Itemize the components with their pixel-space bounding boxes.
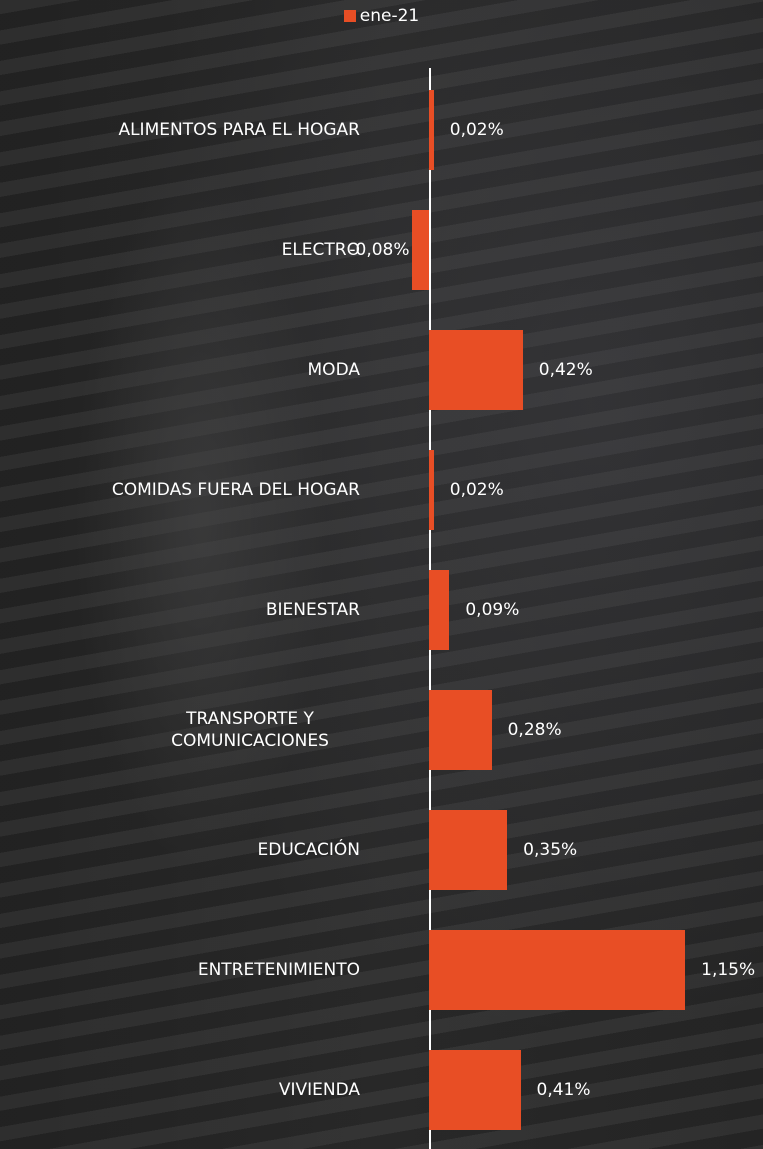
legend-label: ene-21 [360,6,419,26]
category-text: ELECTRO [282,239,360,261]
category-text: EDUCACIÓN [258,839,360,861]
bar [429,690,491,770]
bar [412,210,430,290]
category-text: VIVIENDA [279,1079,360,1101]
category-label: MODA [0,359,360,381]
category-text: ALIMENTOS PARA EL HOGAR [118,119,360,141]
bar [429,930,685,1010]
category-text: ENTRETENIMIENTO [198,959,360,981]
value-label: 0,02% [450,120,504,140]
value-label: 0,35% [523,840,577,860]
bar [429,90,433,170]
category-label: ELECTRO [0,239,360,261]
value-label: 0,41% [537,1080,591,1100]
category-label: EDUCACIÓN [0,839,360,861]
category-label: BIENESTAR [0,599,360,621]
category-text: COMIDAS FUERA DEL HOGAR [112,479,360,501]
category-label: ALIMENTOS PARA EL HOGAR [0,119,360,141]
value-label: 0,42% [539,360,593,380]
category-label: TRANSPORTE Y COMUNICACIONES [0,708,360,752]
bar [429,450,433,530]
category-text: TRANSPORTE Y COMUNICACIONES [140,708,360,752]
legend: ene-21 [0,6,763,26]
chart: ene-21 ALIMENTOS PARA EL HOGAR 0,02% ELECT… [0,0,763,1149]
category-label: COMIDAS FUERA DEL HOGAR [0,479,360,501]
bar [429,810,507,890]
value-label: -0,08% [349,240,409,260]
category-label: VIVIENDA [0,1079,360,1101]
bar [429,330,522,410]
bar [429,570,449,650]
category-text: MODA [308,359,360,381]
legend-swatch [344,10,356,22]
category-text: BIENESTAR [266,599,360,621]
value-label: 0,09% [465,600,519,620]
bar [429,1050,520,1130]
value-label: 0,28% [508,720,562,740]
value-label: 1,15% [701,960,755,980]
value-label: 0,02% [450,480,504,500]
category-label: ENTRETENIMIENTO [0,959,360,981]
